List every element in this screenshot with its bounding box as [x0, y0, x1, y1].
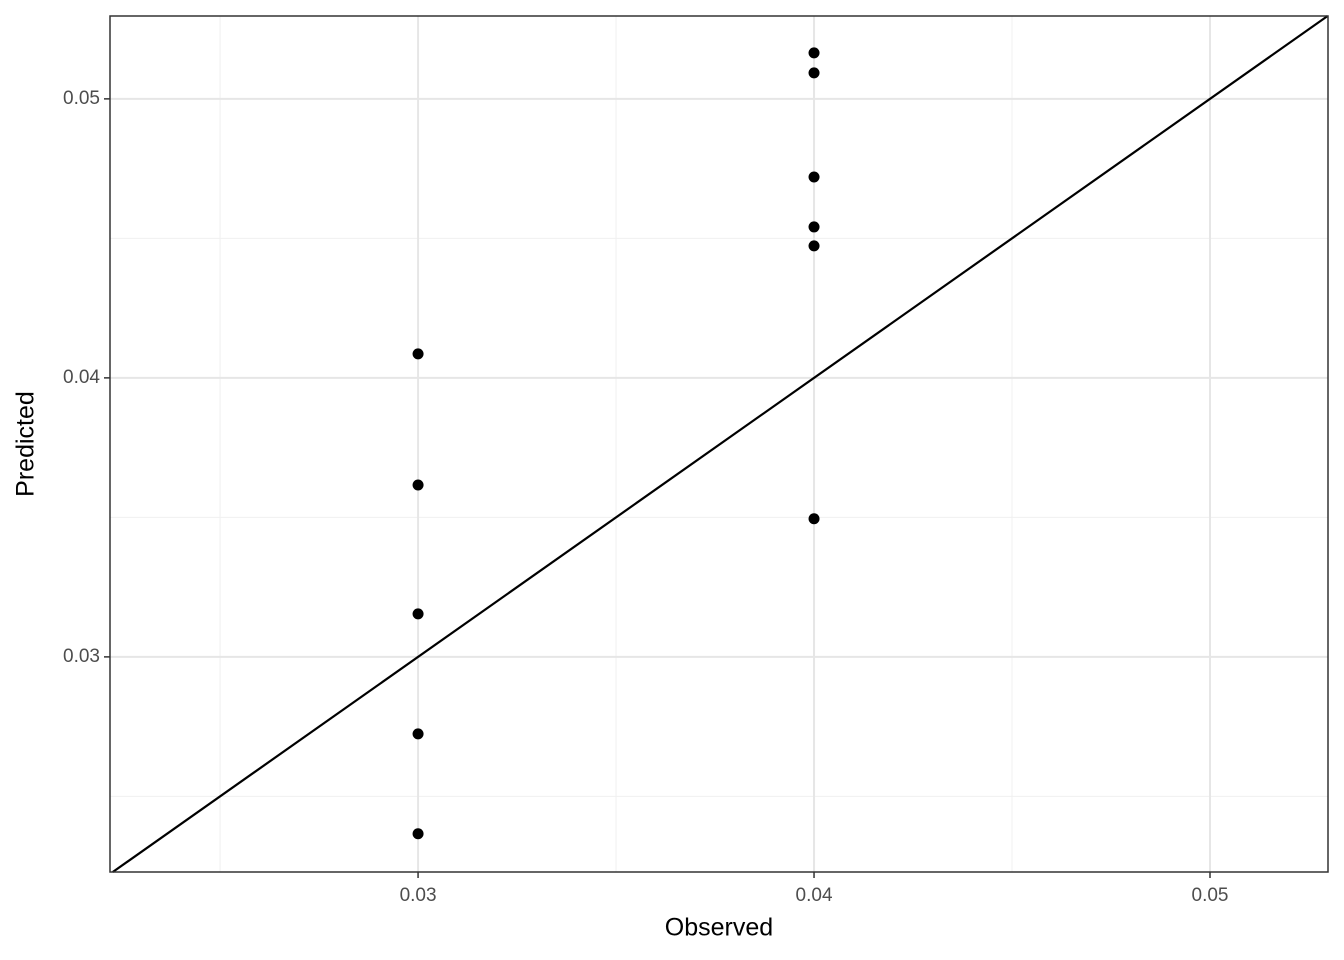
x-tick-label: 0.04 [796, 885, 833, 906]
point [412, 828, 424, 840]
y-tick-label: 0.04 [63, 367, 100, 388]
point [412, 348, 424, 360]
point [808, 240, 820, 252]
x-axis-title: Observed [665, 914, 773, 942]
point [808, 513, 820, 525]
point [412, 608, 424, 620]
point [808, 171, 820, 183]
x-tick-label: 0.05 [1192, 885, 1229, 906]
plot-border [109, 15, 1329, 873]
point [808, 47, 820, 59]
y-tick-label: 0.05 [63, 88, 100, 109]
point [808, 67, 820, 79]
y-tick-label: 0.03 [63, 646, 100, 667]
point [412, 479, 424, 491]
x-tick-label: 0.03 [400, 885, 437, 906]
y-axis-title: Predicted [12, 391, 40, 497]
point [808, 221, 820, 233]
point [412, 728, 424, 740]
identity-line [112, 15, 1329, 873]
